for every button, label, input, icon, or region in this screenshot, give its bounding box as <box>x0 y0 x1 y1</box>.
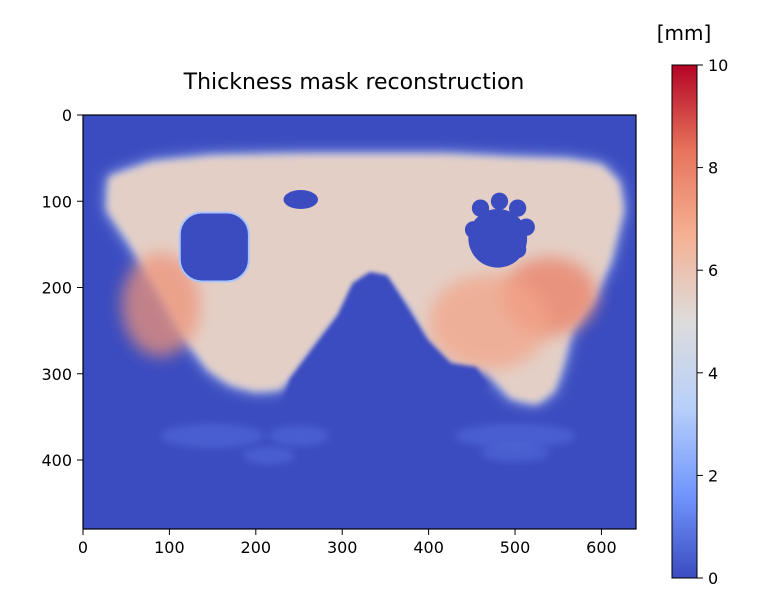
y-tick-label: 400 <box>41 451 72 470</box>
plot-area <box>83 115 636 529</box>
chart-title: Thickness mask reconstruction <box>183 70 525 95</box>
center-warm <box>428 274 550 370</box>
left-eye-hole <box>178 211 250 283</box>
right-eye-hole-lobe <box>471 240 490 259</box>
plot-frame <box>82 114 637 530</box>
x-tick-label: 100 <box>154 538 185 557</box>
x-tick-label: 0 <box>78 538 88 557</box>
right-eye-hole-lobe <box>490 192 509 210</box>
ghost-artifact <box>242 447 295 465</box>
right-eye-hole-lobe <box>490 249 509 267</box>
colorbar-tick-label: 0 <box>708 569 718 588</box>
right-eye-hole-lobe <box>471 199 490 217</box>
y-tick-label: 200 <box>41 279 72 298</box>
colorbar-tick-label: 6 <box>708 261 718 280</box>
x-tick-label: 300 <box>327 538 358 557</box>
right-eye-hole-lobe <box>508 199 527 217</box>
colorbar-tick-label: 8 <box>708 159 718 178</box>
colorbar-axis: 0 2 4 6 8 10 <box>697 56 728 588</box>
left-hotspot <box>121 253 200 357</box>
x-tick-label: 200 <box>241 538 272 557</box>
ghost-artifact <box>160 423 265 448</box>
ghost-artifact <box>268 425 330 447</box>
colorbar-tick-label: 2 <box>708 466 718 485</box>
nose-notch <box>283 272 490 400</box>
heatmap-content <box>107 154 623 465</box>
x-axis: 0 100 200 300 400 500 600 <box>78 529 617 557</box>
right-eye-hole-lobe <box>464 221 483 239</box>
y-axis: 0 100 200 300 400 <box>41 106 83 470</box>
colorbar-tick-label: 4 <box>708 364 718 383</box>
x-tick-label: 400 <box>413 538 444 557</box>
right-eye-hole-lobe <box>508 240 527 259</box>
y-tick-label: 0 <box>62 106 72 125</box>
x-tick-label: 500 <box>500 538 531 557</box>
small-hole <box>283 190 319 210</box>
x-tick-label: 600 <box>586 538 617 557</box>
right-eye-hole-lobe <box>517 218 535 236</box>
ghost-artifact <box>480 444 550 462</box>
y-tick-label: 100 <box>41 192 72 211</box>
colorbar <box>671 64 698 579</box>
ghost-artifact <box>454 423 576 448</box>
y-tick-label: 300 <box>41 365 72 384</box>
colorbar-unit-label: [mm] <box>657 21 712 45</box>
colorbar-tick-label: 10 <box>708 56 728 75</box>
